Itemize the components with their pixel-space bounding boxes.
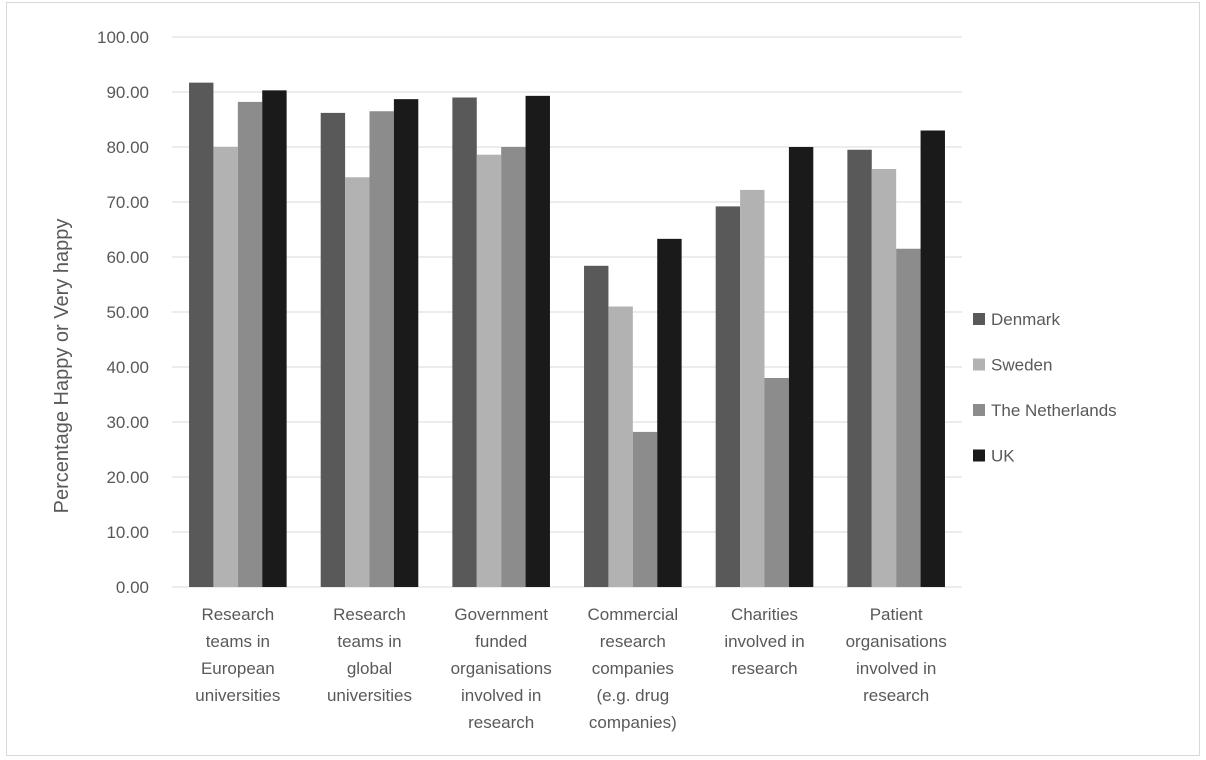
y-tick-label: 0.00 (116, 578, 149, 597)
y-tick-label: 100.00 (97, 28, 149, 47)
bar-the-netherlands (369, 111, 394, 587)
legend-swatch (973, 358, 985, 371)
y-tick-label: 60.00 (106, 248, 149, 267)
x-category-label: Patient organisations involved in research (846, 605, 947, 705)
bar-the-netherlands (896, 248, 921, 587)
bar-sweden (213, 147, 238, 587)
y-tick-label: 30.00 (106, 413, 149, 432)
x-category-label: Research teams in European universities (195, 605, 280, 705)
y-tick-label: 10.00 (106, 523, 149, 542)
y-tick-label: 50.00 (106, 303, 149, 322)
bar-uk (262, 90, 287, 587)
y-axis-label: Percentage Happy or Very happy (51, 219, 73, 514)
bar-uk (657, 238, 682, 587)
y-axis-tick-labels: 0.00 10.00 20.00 30.00 40.00 50.00 60.00 70.00 8… (97, 28, 149, 597)
bar-denmark (189, 82, 214, 588)
bar-denmark (715, 206, 741, 587)
x-category-label: Research teams in global universities (327, 605, 412, 705)
bar-uk (393, 99, 419, 588)
bar-uk (788, 147, 814, 587)
legend-swatch (973, 449, 985, 462)
y-tick-label: 70.00 (106, 193, 149, 212)
x-category-label: Commercial research companies (e.g. drug com… (587, 605, 678, 732)
bar-sweden (740, 189, 765, 587)
bar-uk (525, 95, 550, 587)
y-tick-label: 80.00 (106, 138, 149, 157)
legend-label: UK (991, 447, 1015, 466)
legend-swatch (973, 404, 985, 416)
x-axis-category-labels: Research teams in European universities Rese… (195, 605, 946, 732)
bar-sweden (345, 177, 370, 587)
bar-denmark (452, 97, 477, 587)
legend-label: The Netherlands (991, 401, 1117, 420)
bar-sweden (871, 169, 897, 587)
x-category-label: Government funded organisations involved in… (451, 605, 552, 732)
bar-the-netherlands (237, 101, 263, 588)
y-tick-label: 90.00 (106, 83, 149, 102)
bar-denmark (847, 149, 872, 587)
y-tick-label: 40.00 (106, 358, 149, 377)
bars (189, 82, 945, 588)
legend-label: Sweden (991, 356, 1052, 375)
bar-the-netherlands (632, 431, 658, 587)
bar-the-netherlands (501, 147, 526, 587)
legend-swatch (973, 313, 985, 325)
bar-uk (920, 130, 945, 587)
bar-sweden (476, 154, 502, 587)
bar-sweden (608, 306, 633, 587)
legend-label: Denmark (991, 310, 1060, 329)
bar-the-netherlands (764, 378, 789, 587)
x-category-label: Charities involved in research (724, 605, 804, 678)
legend: Denmark Sweden The Netherlands UK (973, 310, 1117, 466)
y-tick-label: 20.00 (106, 468, 149, 487)
bar-denmark (584, 265, 609, 587)
gridlines (172, 36, 962, 588)
bar-denmark (320, 112, 346, 588)
